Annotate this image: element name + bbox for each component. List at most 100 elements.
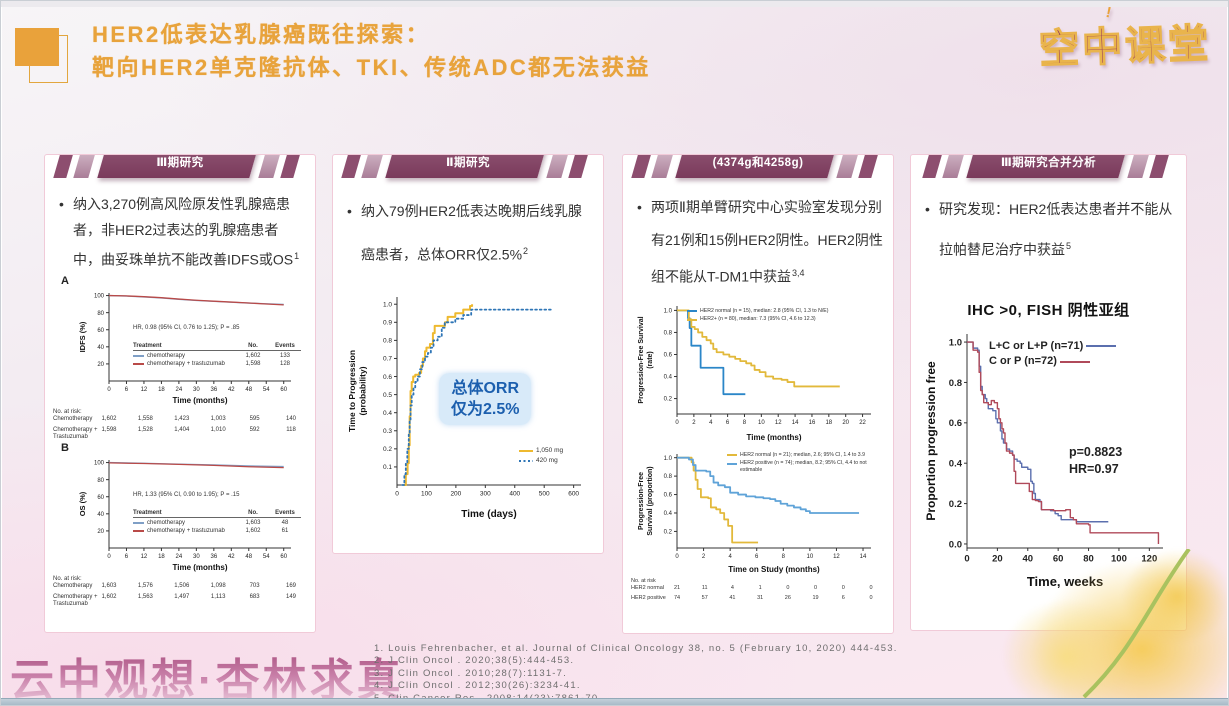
legend-row: chemotherapy + trastuzumab 1,602 61: [133, 528, 301, 534]
orr-line-1: 总体ORR: [451, 379, 520, 397]
badge-subtitle: Ⅱ期研究: [445, 157, 491, 169]
risk-value: 1,010: [210, 426, 226, 433]
legend-no: 1,602: [245, 352, 261, 359]
risk-value: 0: [841, 584, 845, 591]
risk-value: 703: [249, 583, 260, 590]
bullet-text: 纳入3,270例高风险原发性乳腺癌患者，非HER2过表达的乳腺癌患者中，曲妥珠单…: [73, 196, 294, 268]
svg-text:6: 6: [125, 387, 129, 393]
risk-value: 1: [758, 584, 762, 591]
svg-text:20: 20: [97, 362, 104, 368]
svg-text:0.6: 0.6: [383, 373, 392, 380]
risk-row-label: Chemotherapy + Trastuzumab: [53, 594, 98, 608]
svg-text:1.0: 1.0: [383, 301, 392, 308]
line-sample: [133, 362, 144, 365]
svg-text:80: 80: [97, 310, 104, 316]
svg-text:4: 4: [709, 420, 713, 426]
risk-value: 149: [285, 594, 297, 601]
p-value: p=0.8823: [1069, 444, 1123, 459]
risk-value: 21: [673, 584, 681, 591]
os-chart: 0 6 12 18 24 30 36 42 48 54 60 20 40 60 80 100 Time (mon…: [53, 454, 301, 574]
risk-value: 1,423: [174, 415, 190, 422]
p-value-annotation: p=0.8823 HR=0.97: [1069, 444, 1122, 478]
legend-item: HER2 positive (n = 74); median, 8.2; 95%…: [727, 460, 880, 473]
svg-text:40: 40: [97, 512, 104, 518]
title-line-2: 靶向HER2单克隆抗体、TKI、传统ADC都无法获益: [92, 55, 651, 80]
pfs-proportion-chart: 0 2 4 6 8 10 12 14 0.2 0.4 0.6 0.8 1.0 Time on Study …: [631, 448, 881, 576]
risk-table-idfs: No. at risk: Chemotherapy 1,602 1,558 1,423 1…: [53, 409, 307, 441]
legend-label: HER2 normal (n = 21); median, 2.6; 95% C…: [740, 451, 865, 458]
watermark: 云中观想·杏林求真: [10, 644, 404, 699]
svg-text:Time on Study (months): Time on Study (months): [728, 565, 820, 574]
risk-value: 592: [249, 426, 260, 433]
svg-text:100: 100: [421, 490, 432, 497]
svg-text:16: 16: [809, 420, 816, 426]
risk-value: 26: [784, 594, 791, 601]
svg-text:30: 30: [193, 554, 200, 560]
risk-table-title: No. at risk: [631, 577, 656, 584]
svg-text:80: 80: [1083, 553, 1094, 564]
risk-table-os: No. at risk: Chemotherapy 1,603 1,576 1,506 1…: [53, 576, 307, 608]
risk-table-title: No. at risk:: [53, 408, 82, 415]
svg-text:22: 22: [859, 420, 866, 426]
risk-value: 1,602: [101, 415, 117, 422]
svg-text:100: 100: [94, 461, 105, 467]
legend-label: L+C or L+P (n=71): [989, 339, 1084, 352]
bullet-dot: •: [59, 196, 64, 212]
svg-text:60: 60: [1053, 553, 1064, 564]
pfs-proportion-plot: 0 2 4 6 8 10 12 14 0.2 0.4 0.6 0.8 1.0 Time on Study …: [631, 448, 881, 581]
badge-stripe: [858, 155, 885, 178]
svg-text:12: 12: [141, 387, 148, 393]
legend-label: HER2 positive (n = 74); median, 8.2; 95%…: [740, 460, 867, 473]
svg-text:20: 20: [992, 553, 1003, 564]
window-top-edge: [1, 1, 1228, 7]
svg-text:Progression-Free: Progression-Free: [638, 472, 645, 530]
svg-text:OS (%): OS (%): [78, 492, 87, 517]
risk-row-label: Chemotherapy: [53, 415, 93, 422]
svg-text:Time (months): Time (months): [173, 563, 228, 572]
risk-value: 1,113: [210, 594, 226, 601]
reference-superscript: 3,4: [792, 268, 805, 278]
hr-value: HR=0.97: [1069, 461, 1119, 476]
flower-stem: [1082, 549, 1191, 699]
svg-text:Time (months): Time (months): [173, 396, 228, 405]
svg-text:0: 0: [675, 554, 679, 560]
legend-label: chemotherapy: [147, 352, 186, 359]
legend-item: 420 mg: [519, 457, 563, 465]
risk-value: 1,528: [137, 426, 153, 433]
idfs-plot: 0 6 12 18 24 30 36 42 48 54 60 20 40 60 80 100 Time (mon…: [53, 287, 301, 412]
line-sample: [1059, 360, 1090, 363]
svg-text:0.2: 0.2: [664, 529, 673, 535]
plot-svg: 0 2 4 6 8 10 12 14 16 18 20 22 0.2 0.4 0.6 0.8 1.0 Time (…: [638, 305, 871, 442]
svg-text:0.4: 0.4: [949, 458, 963, 469]
risk-value: 41: [729, 594, 736, 601]
treatment-legend-table: Treatment No. Events chemotherapy 1,602 …: [133, 343, 301, 367]
bullet-tdm1: • 两项Ⅱ期单臂研究中心实验室发现分别有21例和15例HER2阴性。HER2阴性组…: [635, 191, 883, 294]
svg-text:2: 2: [702, 554, 706, 560]
line-sample: [1086, 345, 1117, 348]
line-sample: [133, 354, 144, 357]
risk-value: 74: [673, 594, 681, 601]
risk-value: 1,098: [210, 583, 226, 590]
svg-text:18: 18: [158, 554, 165, 560]
risk-value: 11: [701, 584, 708, 591]
risk-value: 595: [249, 415, 260, 422]
bullet-text: 纳入79例HER2低表达晚期后线乳腺癌患者，总体ORR仅2.5%: [361, 203, 582, 263]
svg-text:12: 12: [775, 420, 782, 426]
risk-value: 683: [249, 594, 260, 601]
risk-value: 1,497: [174, 594, 190, 601]
risk-table-row: Chemotherapy + Trastuzumab 1,602 1,563 1,49…: [53, 594, 307, 608]
svg-text:1.0: 1.0: [664, 308, 673, 314]
svg-text:10: 10: [807, 554, 814, 560]
legend-no: 1,602: [245, 528, 261, 535]
legend-label: 1,050 mg: [536, 446, 564, 454]
pfs-rate-chart: 0 2 4 6 8 10 12 14 16 18 20 22 0.2 0.4 0.6 0.8 1.0 Time (…: [631, 298, 881, 444]
orr-line-2: 仅为2.5%: [451, 400, 520, 418]
risk-value: 1,003: [210, 415, 226, 422]
bullet-pertuzumab: • 纳入79例HER2低表达晚期后线乳腺癌患者，总体ORR仅2.5%2: [345, 191, 593, 275]
svg-text:0.4: 0.4: [664, 374, 673, 380]
svg-text:400: 400: [509, 490, 520, 497]
badge-subtitle: Ⅲ期研究: [156, 157, 204, 169]
svg-text:8: 8: [743, 420, 747, 426]
